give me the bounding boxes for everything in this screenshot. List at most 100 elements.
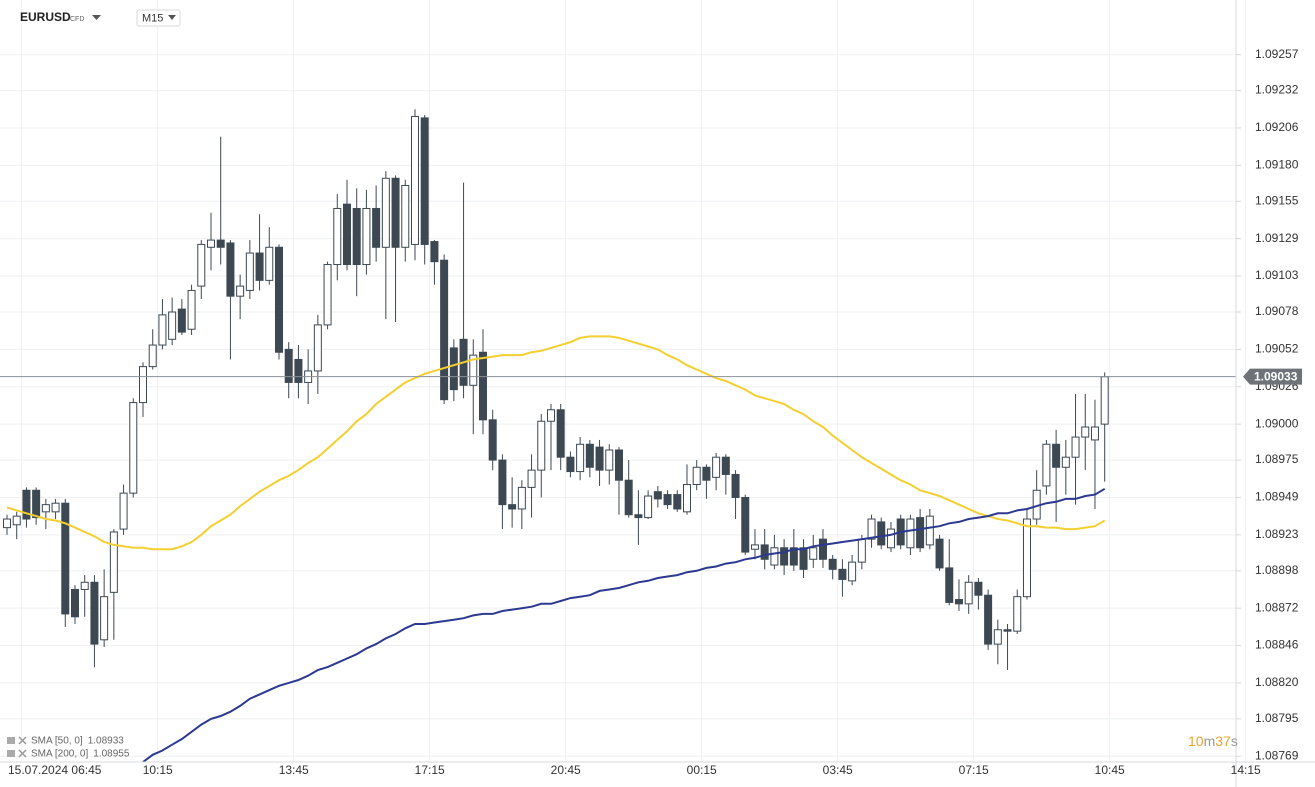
candle-body bbox=[653, 491, 662, 500]
candle-body bbox=[109, 531, 118, 593]
x-tick-label: 15.07.2024 06:45 bbox=[8, 763, 102, 777]
price-tag-label: 1.09033 bbox=[1254, 369, 1298, 383]
candle-body bbox=[886, 528, 895, 549]
candle-body bbox=[663, 494, 672, 506]
candle-body bbox=[1061, 456, 1070, 468]
x-tick-label: 10:15 bbox=[143, 763, 173, 777]
candle-body bbox=[828, 558, 837, 570]
y-tick-label: 1.09180 bbox=[1255, 158, 1299, 172]
candle-body bbox=[1090, 426, 1099, 441]
candle-body bbox=[265, 246, 274, 281]
x-tick-label: 07:15 bbox=[959, 763, 989, 777]
candle-body bbox=[624, 479, 633, 516]
candle-body bbox=[1100, 376, 1109, 425]
x-tick-label: 10:45 bbox=[1095, 763, 1125, 777]
grid bbox=[0, 0, 1247, 762]
candle-body bbox=[916, 517, 925, 549]
candle-body bbox=[741, 496, 750, 553]
candle-body bbox=[1071, 436, 1080, 458]
countdown-seconds: 37 bbox=[1215, 733, 1231, 749]
candle-body bbox=[857, 538, 866, 563]
candle-body bbox=[100, 596, 109, 641]
candle-body bbox=[702, 466, 711, 481]
candle-body bbox=[838, 568, 847, 580]
candle-body bbox=[61, 502, 70, 615]
y-tick-label: 1.08769 bbox=[1255, 748, 1299, 762]
candle-body bbox=[644, 495, 653, 519]
candle-body bbox=[284, 348, 293, 383]
candle-body bbox=[313, 324, 322, 372]
candle-body bbox=[372, 207, 381, 248]
legend-icon[interactable] bbox=[7, 737, 15, 744]
candle-body bbox=[469, 354, 478, 386]
candle-body bbox=[712, 456, 721, 478]
candle-body bbox=[138, 366, 147, 404]
y-tick-label: 1.09206 bbox=[1255, 120, 1299, 134]
candle-body bbox=[3, 518, 11, 529]
x-tick-label: 13:45 bbox=[279, 763, 309, 777]
candle-body bbox=[1013, 596, 1022, 632]
candle-body bbox=[51, 502, 60, 513]
candle-body bbox=[323, 264, 332, 326]
candle-body bbox=[206, 239, 215, 248]
symbol[interactable]: EURUSD bbox=[20, 10, 71, 24]
toolbar: EURUSD CFD M15 bbox=[20, 9, 181, 27]
countdown-minutes: 10 bbox=[1188, 733, 1204, 749]
candle-body bbox=[1052, 443, 1061, 468]
sma-line bbox=[142, 487, 1106, 762]
legend-remove-icon[interactable] bbox=[18, 736, 27, 745]
y-tick-label: 1.08820 bbox=[1255, 675, 1299, 689]
candle-body bbox=[158, 314, 167, 346]
candle-body bbox=[634, 514, 643, 519]
candle-body bbox=[508, 504, 517, 510]
candle-body bbox=[614, 449, 623, 481]
candle-body bbox=[867, 518, 876, 540]
candle-body bbox=[945, 567, 954, 603]
y-tick-label: 1.09257 bbox=[1255, 47, 1299, 61]
candle-body bbox=[226, 242, 235, 297]
candle-body bbox=[576, 443, 585, 473]
candle-body bbox=[498, 459, 507, 506]
y-tick-label: 1.08872 bbox=[1255, 600, 1299, 614]
candle-body bbox=[750, 544, 759, 550]
axes: 1.09257 1.09232 1.09206 1.09180 1.09155 1.091… bbox=[8, 47, 1302, 777]
candle-body bbox=[984, 594, 993, 645]
legend-remove-icon[interactable] bbox=[18, 749, 27, 758]
candle-body bbox=[12, 515, 21, 526]
x-tick-label: 03:45 bbox=[823, 763, 853, 777]
candle-body bbox=[556, 409, 565, 458]
countdown: 10m37s bbox=[1188, 733, 1238, 749]
candle-body bbox=[41, 504, 50, 513]
legend-name: SMA [200, 0] bbox=[31, 749, 88, 760]
candle-body bbox=[517, 486, 526, 510]
candle-body bbox=[848, 561, 857, 582]
candle-body bbox=[818, 538, 827, 560]
candle-body bbox=[245, 252, 254, 291]
y-tick-label: 1.09078 bbox=[1255, 304, 1299, 318]
candle-body bbox=[566, 456, 575, 473]
candle-body bbox=[1003, 629, 1012, 632]
dropdown-icon[interactable] bbox=[92, 15, 101, 20]
timeframe[interactable]: M15 bbox=[142, 12, 163, 24]
candle-body bbox=[342, 203, 351, 266]
y-tick-label: 1.09155 bbox=[1255, 193, 1299, 207]
candle-body bbox=[440, 259, 449, 401]
dropdown-icon[interactable] bbox=[168, 15, 176, 20]
sma-line bbox=[6, 335, 1106, 551]
legend-icon[interactable] bbox=[7, 750, 15, 757]
legend-value: 1.08933 bbox=[88, 736, 125, 747]
legend-name: SMA [50, 0] bbox=[31, 736, 83, 747]
candle-body bbox=[682, 484, 691, 513]
candle-body bbox=[546, 409, 555, 422]
candle-body bbox=[381, 177, 390, 248]
y-tick-label: 1.08898 bbox=[1255, 563, 1299, 577]
candle-body bbox=[333, 207, 342, 266]
candle-body bbox=[780, 547, 789, 566]
y-tick-label: 1.09129 bbox=[1255, 231, 1299, 245]
candle-body bbox=[420, 117, 429, 245]
candle-body bbox=[32, 489, 41, 519]
instrument-type: CFD bbox=[70, 16, 84, 23]
timeframe-button[interactable] bbox=[136, 9, 181, 27]
price-tag bbox=[1243, 368, 1302, 385]
